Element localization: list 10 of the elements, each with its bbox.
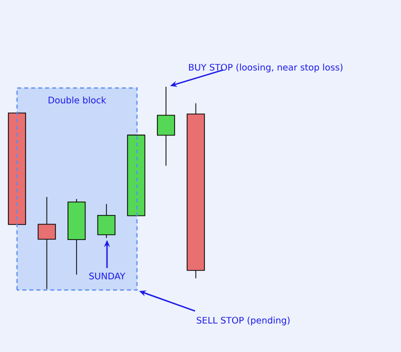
annotation: Double block xyxy=(48,96,106,104)
text: BUY STOP (loosing, near stop loss) xyxy=(189,64,342,72)
candlestick xyxy=(97,204,116,238)
candlestick xyxy=(156,86,176,166)
candlestick xyxy=(38,196,56,290)
candlestick xyxy=(68,198,86,276)
candlestick xyxy=(8,112,26,225)
candlestick xyxy=(127,134,146,216)
annotation: SUNDAY xyxy=(89,272,126,280)
text: SELL STOP (pending) xyxy=(196,316,290,326)
